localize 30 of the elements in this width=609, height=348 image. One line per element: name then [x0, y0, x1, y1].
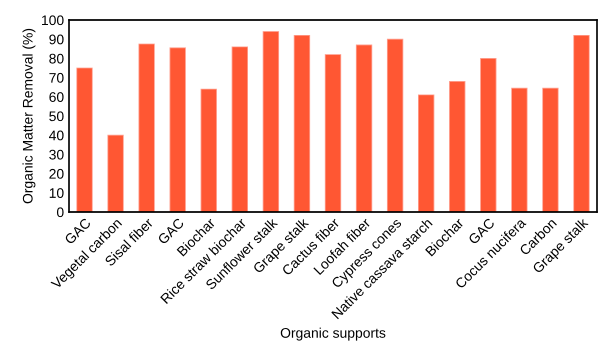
bar: [573, 34, 590, 212]
y-tick-label: 80: [49, 54, 64, 64]
bar: [138, 44, 155, 212]
bar: [511, 88, 528, 212]
bar: [200, 88, 217, 212]
y-tick-label: 40: [49, 130, 64, 140]
y-tick-label: 10: [50, 188, 64, 198]
y-axis-title: Organic Matter Removal (%): [22, 28, 36, 204]
x-axis-title: Organic supports: [280, 328, 386, 341]
y-tick-label: 90: [49, 34, 64, 44]
bar: [170, 47, 186, 212]
bar: [449, 81, 466, 212]
y-tick-label: 100: [42, 15, 64, 26]
bar: [76, 68, 93, 212]
bar: [418, 94, 434, 212]
bar: [107, 134, 124, 212]
bar: [324, 54, 342, 212]
y-tick-label: 0: [56, 207, 64, 218]
bar: [294, 34, 310, 212]
bar: [356, 44, 372, 212]
bar: [386, 38, 404, 212]
y-tick-label: 70: [49, 72, 64, 83]
bar: [232, 46, 248, 212]
bar: [262, 31, 280, 212]
bar: [542, 88, 559, 212]
y-tick-label: 30: [49, 150, 64, 160]
bar: [480, 58, 496, 212]
y-tick-label: 50: [49, 111, 64, 122]
y-tick-label: 60: [49, 92, 64, 102]
y-tick-label: 20: [49, 168, 64, 179]
